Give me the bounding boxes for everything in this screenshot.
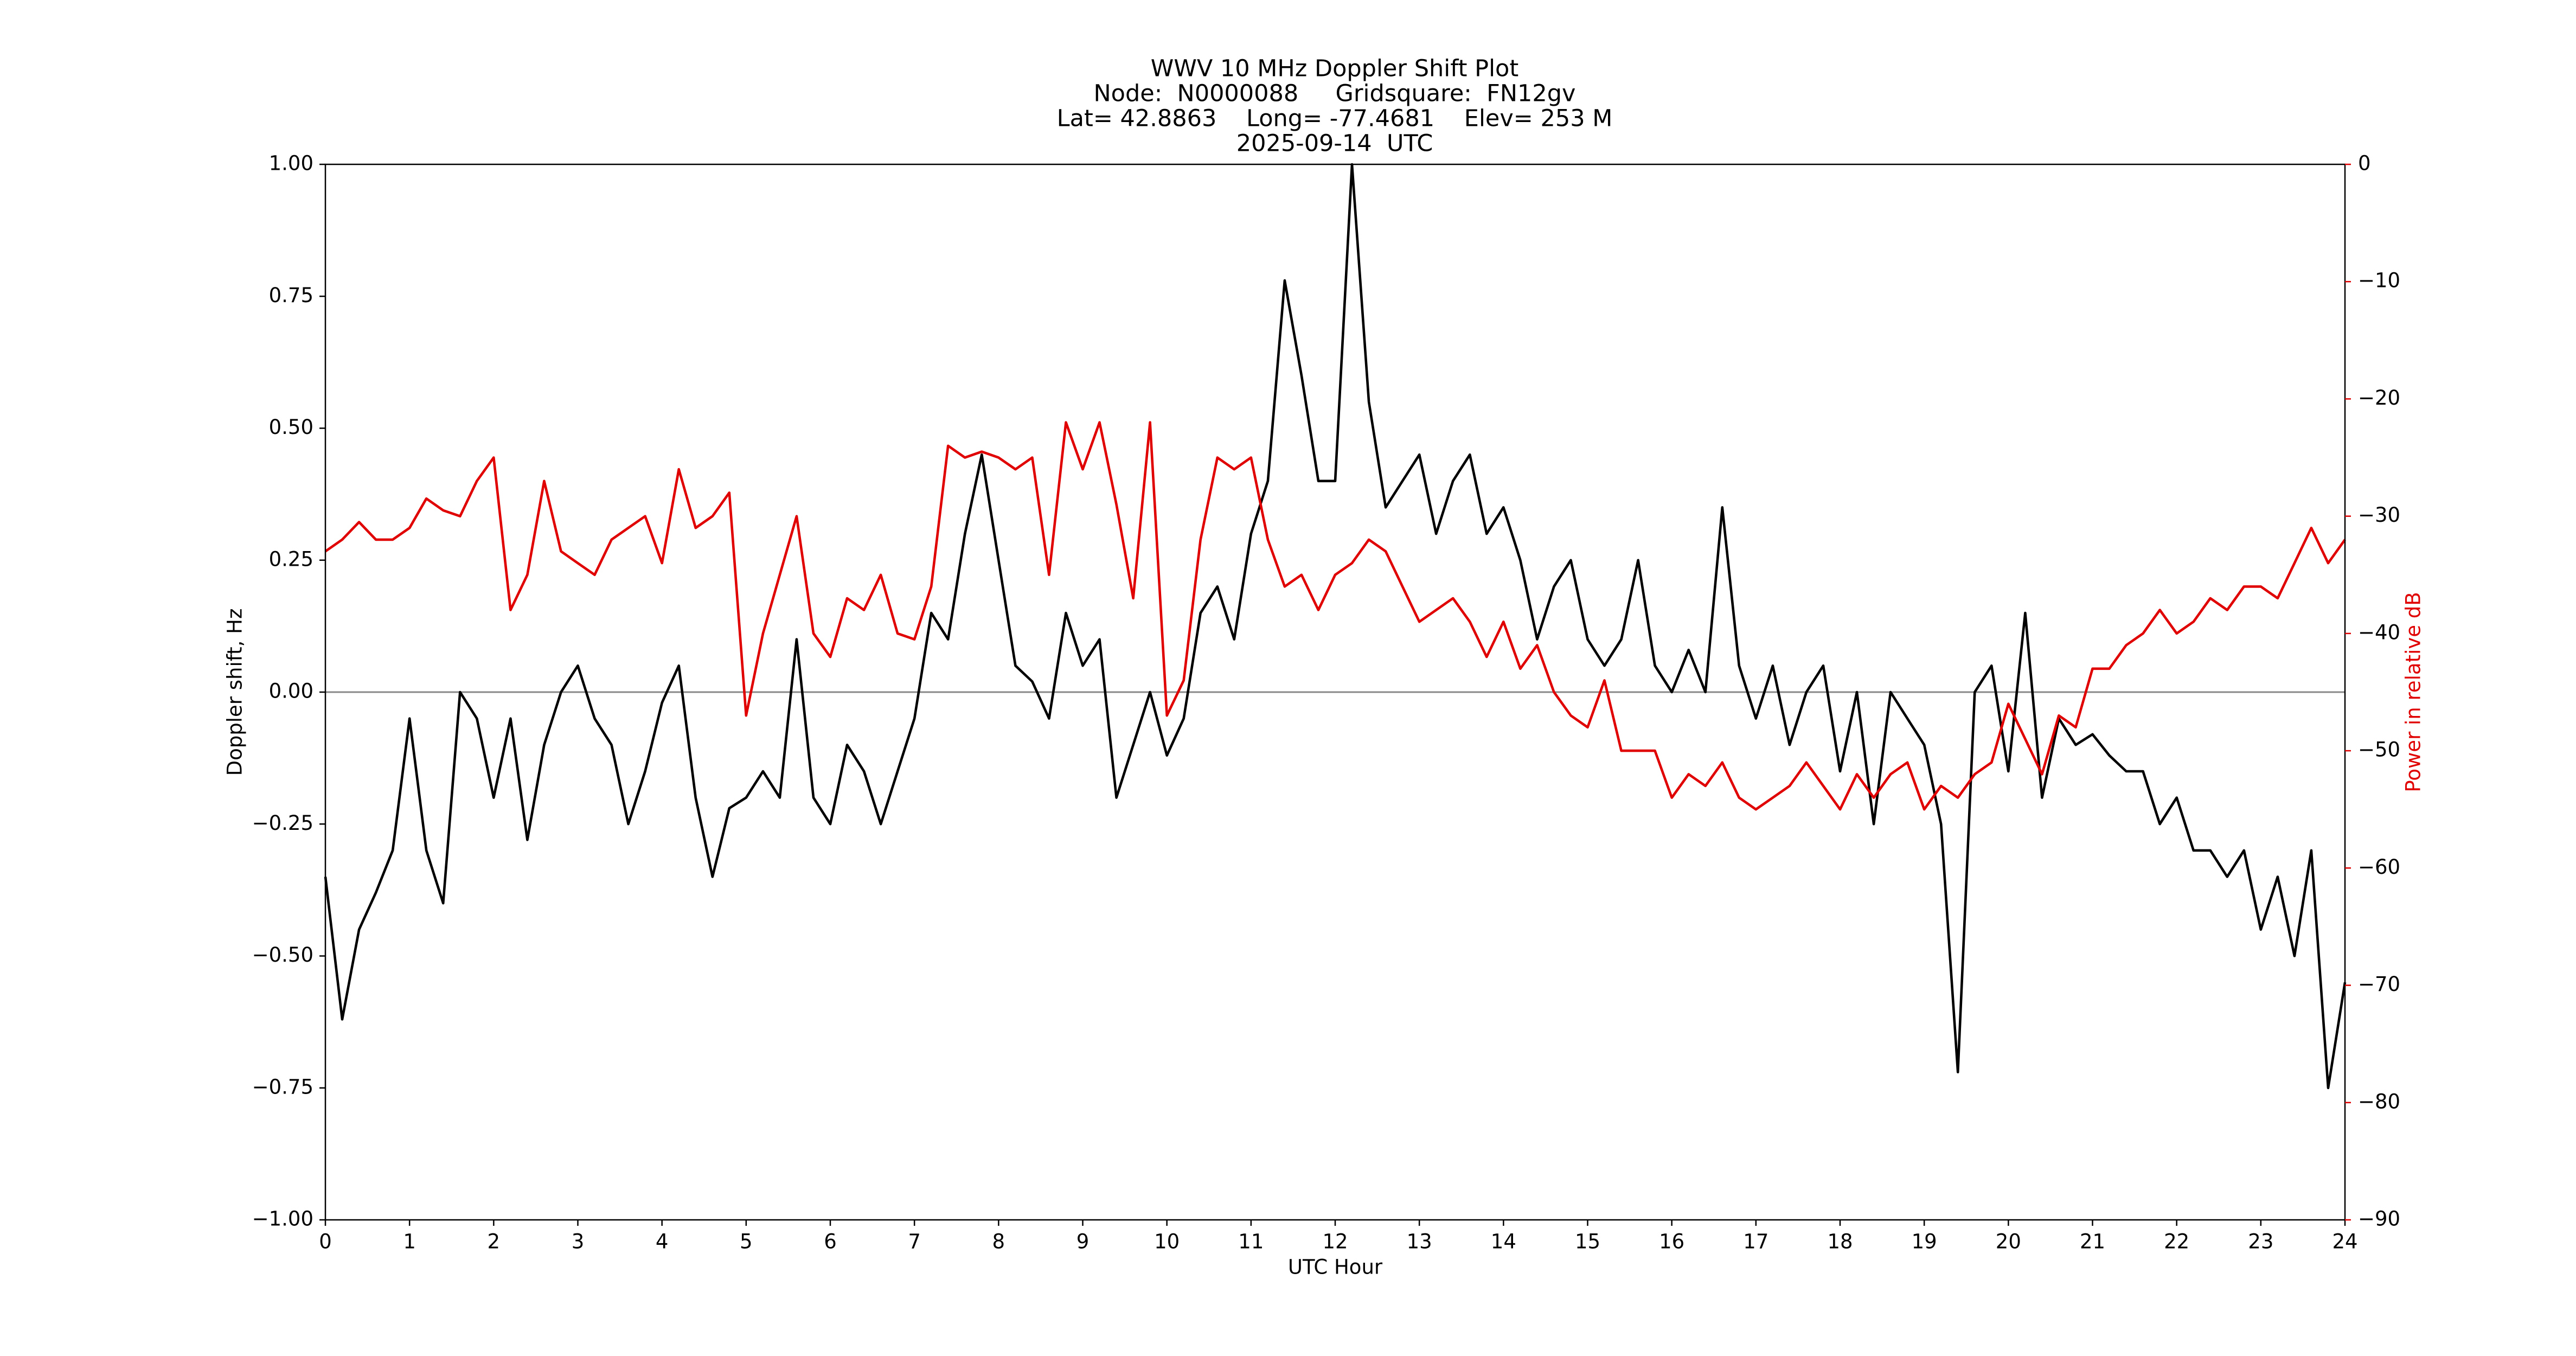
- y2-tick-label: −20: [2358, 386, 2400, 410]
- x-tick-label: 8: [992, 1230, 1005, 1253]
- x-tick-label: 19: [1912, 1230, 1937, 1253]
- x-tick-label: 24: [2332, 1230, 2357, 1253]
- x-tick-label: 1: [403, 1230, 416, 1253]
- x-tick-label: 13: [1407, 1230, 1432, 1253]
- y2-tick-label: −40: [2358, 621, 2400, 644]
- chart-subtitle: 2025-09-14 UTC: [1236, 130, 1433, 157]
- y-tick-label: 0.00: [269, 680, 313, 703]
- x-tick-label: 5: [740, 1230, 753, 1253]
- x-tick-label: 17: [1743, 1230, 1768, 1253]
- x-tick-label: 15: [1575, 1230, 1600, 1253]
- data-line: [324, 163, 2347, 1090]
- x-tick-label: 3: [572, 1230, 585, 1253]
- y-tick-label: −0.50: [252, 943, 313, 967]
- x-tick-label: 12: [1322, 1230, 1348, 1253]
- x-tick-label: 16: [1659, 1230, 1684, 1253]
- y2-tick-label: −70: [2358, 973, 2400, 996]
- y2-tick-label: −50: [2358, 738, 2400, 762]
- y-tick-label: −0.75: [252, 1075, 313, 1098]
- x-tick-label: 21: [2080, 1230, 2105, 1253]
- x-tick-label: 0: [319, 1230, 332, 1253]
- x-tick-label: 7: [908, 1230, 921, 1253]
- chart-title: WWV 10 MHz Doppler Shift Plot: [1151, 55, 1518, 82]
- y2-tick-label: −30: [2358, 503, 2400, 527]
- y2-tick-label: −90: [2358, 1207, 2400, 1231]
- x-axis-label: UTC Hour: [1288, 1256, 1383, 1279]
- y-tick-label: −1.00: [252, 1207, 313, 1231]
- chart-subtitle: Node: N0000088 Gridsquare: FN12gv: [1094, 80, 1576, 107]
- y2-axis-label: Power in relative dB: [2402, 592, 2425, 792]
- y-tick-label: 0.50: [269, 415, 313, 439]
- x-tick-label: 9: [1076, 1230, 1090, 1253]
- y-tick-label: 0.75: [269, 284, 313, 307]
- y-tick-label: 0.25: [269, 547, 313, 571]
- y2-tick-label: −60: [2358, 855, 2400, 879]
- x-tick-label: 23: [2248, 1230, 2273, 1253]
- x-tick-label: 6: [824, 1230, 837, 1253]
- x-tick-label: 11: [1238, 1230, 1264, 1253]
- chart-subtitle: Lat= 42.8863 Long= -77.4681 Elev= 253 M: [1057, 105, 1613, 132]
- y-axis-label: Doppler shift, Hz: [223, 609, 247, 776]
- x-tick-label: 14: [1491, 1230, 1516, 1253]
- x-tick-label: 4: [656, 1230, 669, 1253]
- y2-tick-label: 0: [2358, 152, 2371, 175]
- x-tick-label: 2: [488, 1230, 501, 1253]
- x-tick-label: 10: [1154, 1230, 1180, 1253]
- x-tick-label: 20: [1996, 1230, 2021, 1253]
- y-tick-label: −0.25: [252, 811, 313, 835]
- x-tick-label: 18: [1827, 1230, 1853, 1253]
- x-tick-label: 22: [2164, 1230, 2189, 1253]
- y-tick-label: 1.00: [269, 152, 313, 175]
- y2-tick-label: −80: [2358, 1090, 2400, 1113]
- data-line: [324, 421, 2346, 811]
- y2-tick-label: −10: [2358, 269, 2400, 292]
